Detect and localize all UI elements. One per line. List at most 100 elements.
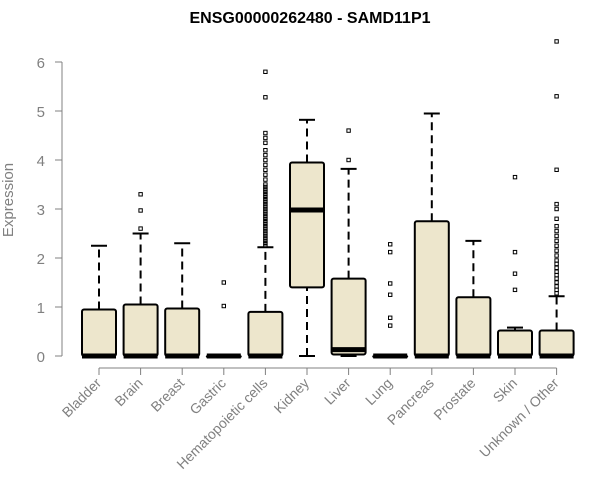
box-body (247, 310, 284, 357)
outlier-point (554, 261, 559, 267)
outlier-point (263, 211, 268, 217)
box-body (330, 277, 367, 356)
outlier-point (554, 39, 559, 44)
outlier-point (388, 315, 393, 320)
x-tick-label: Lung (362, 375, 395, 408)
outlier-point (263, 182, 268, 187)
box-body (497, 329, 533, 357)
outlier-point (263, 243, 268, 248)
box-bladder (81, 244, 117, 359)
box-body (538, 329, 575, 357)
outlier-point (263, 140, 268, 146)
outlier-point (263, 187, 268, 192)
outlier-point (263, 233, 268, 239)
box-body (122, 303, 159, 357)
y-tick-label: 3 (37, 202, 45, 219)
outlier-point (512, 271, 518, 276)
box-hematopoietic-cells (247, 69, 284, 359)
y-tick-label: 1 (37, 300, 45, 317)
chart-title: ENSG00000262480 - SAMD11P1 (189, 10, 430, 27)
outlier-point (554, 253, 559, 258)
outlier-point (263, 177, 268, 182)
outlier-point (554, 238, 559, 244)
outlier-point (346, 157, 351, 163)
outlier-point (263, 192, 268, 197)
outlier-point (388, 281, 393, 286)
outlier-point (138, 192, 143, 197)
outlier-point (263, 219, 268, 224)
outlier-point (554, 201, 559, 207)
outlier-point (554, 276, 559, 281)
x-tick-label: Skin (490, 375, 521, 406)
box-body (81, 308, 117, 358)
outlier-point (554, 291, 559, 296)
y-tick-label: 6 (37, 55, 45, 72)
outlier-point (263, 130, 268, 136)
x-tick-label: Liver (321, 375, 354, 408)
outlier-point (263, 152, 268, 158)
box-skin (497, 174, 533, 359)
outlier-point (263, 184, 268, 190)
outlier-point (554, 280, 559, 285)
outlier-point (554, 228, 559, 234)
outlier-point (263, 209, 268, 214)
outlier-point (263, 167, 268, 173)
outlier-point (554, 248, 559, 253)
outlier-point (388, 242, 393, 247)
outlier-point (263, 201, 268, 207)
outlier-point (263, 206, 268, 212)
outlier-point (554, 258, 559, 263)
outlier-point (263, 204, 268, 209)
outlier-point (221, 280, 227, 285)
x-tick-label: Kidney (271, 375, 313, 417)
outlier-point (554, 287, 559, 293)
box-gastric (205, 280, 242, 359)
outlier-point (512, 287, 518, 293)
outlier-point (388, 323, 393, 328)
outlier-point (554, 272, 559, 278)
box-body (164, 307, 201, 357)
box-brain (122, 192, 159, 359)
outlier-point (263, 199, 268, 204)
outlier-point (138, 226, 143, 231)
box-prostate (455, 239, 492, 359)
outlier-point (554, 94, 559, 99)
box-body (455, 296, 492, 358)
outlier-point (263, 221, 268, 226)
outlier-point (263, 223, 268, 229)
outlier-point (346, 128, 351, 133)
y-tick-label: 0 (37, 349, 45, 366)
box-unknown-other (538, 39, 575, 359)
outlier-point (263, 231, 268, 236)
y-tick-label: 4 (37, 153, 45, 170)
outlier-point (263, 216, 268, 222)
outlier-point (263, 226, 268, 231)
box-breast (164, 242, 201, 359)
outlier-point (263, 172, 268, 177)
box-body (413, 220, 450, 357)
x-tick-label: Bladder (59, 375, 105, 421)
outlier-point (263, 214, 268, 219)
outlier-point (554, 284, 559, 289)
x-tick-label: Prostate (430, 375, 478, 423)
box-body (289, 161, 325, 289)
outlier-point (263, 197, 268, 202)
outlier-point (263, 69, 268, 74)
x-tick-label: Brain (111, 375, 145, 409)
box-lung (372, 242, 409, 359)
outlier-point (263, 236, 268, 241)
y-axis-label: Expression (0, 163, 17, 237)
outlier-point (554, 206, 559, 212)
outlier-point (388, 249, 393, 255)
y-tick-label: 5 (37, 104, 45, 121)
outlier-point (221, 303, 227, 309)
x-tick-label: Unknown / Other (476, 375, 562, 461)
outlier-point (263, 238, 268, 244)
x-tick-label: Breast (147, 375, 187, 415)
box-kidney (289, 118, 325, 357)
outlier-point (388, 292, 393, 297)
outlier-point (554, 265, 559, 271)
outlier-point (263, 148, 268, 153)
